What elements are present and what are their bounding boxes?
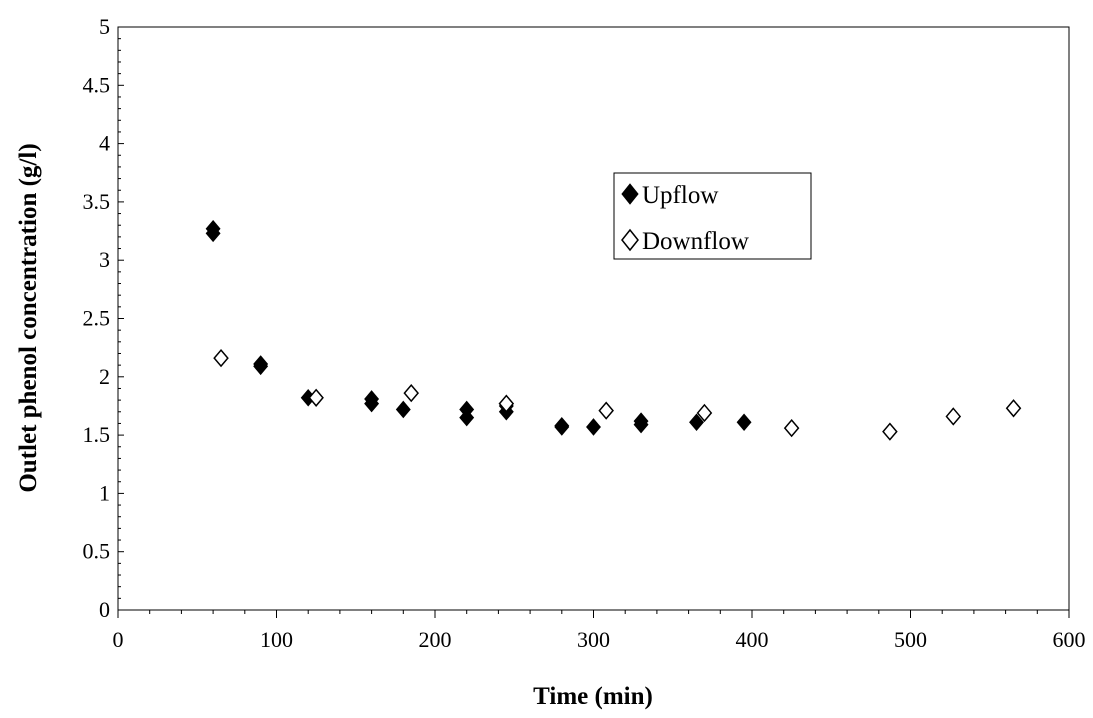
upflow-point xyxy=(633,415,649,434)
y-tick-label: 0 xyxy=(99,597,110,622)
y-tick-label: 1 xyxy=(99,480,110,505)
y-tick-label: 2.5 xyxy=(83,306,111,331)
x-axis-title: Time (min) xyxy=(533,683,653,710)
upflow-point xyxy=(395,400,411,419)
x-tick-label: 400 xyxy=(736,627,769,652)
downflow-point xyxy=(1005,399,1022,418)
x-tick-label: 500 xyxy=(894,627,927,652)
legend-upflow-label: Upflow xyxy=(642,182,718,209)
y-tick-label: 3 xyxy=(99,247,110,272)
x-tick-label: 600 xyxy=(1053,627,1086,652)
legend-downflow-label: Downflow xyxy=(642,228,749,255)
downflow-point xyxy=(882,422,898,441)
plot-area xyxy=(117,26,1070,611)
upflow-point xyxy=(364,394,380,413)
downflow-point xyxy=(308,388,324,407)
y-tick-label: 5 xyxy=(99,14,110,39)
downflow-point xyxy=(598,401,614,420)
y-tick-label: 4.5 xyxy=(83,72,111,97)
x-tick-label: 100 xyxy=(260,627,293,652)
upflow-point xyxy=(253,357,269,376)
x-tick-label: 200 xyxy=(419,627,452,652)
downflow-point xyxy=(945,407,962,426)
downflow-point xyxy=(498,394,515,413)
upflow-point xyxy=(586,418,601,436)
y-tick-label: 3.5 xyxy=(83,189,111,214)
upflow-point xyxy=(205,224,221,243)
data-markers xyxy=(205,219,1022,441)
x-tick-label: 300 xyxy=(577,627,610,652)
downflow-point xyxy=(213,348,229,368)
y-tick-label: 1.5 xyxy=(83,422,111,447)
upflow-point xyxy=(554,418,570,436)
y-axis-ticks: 0 0.5 1 1.5 2 2.5 3 3.5 4 4.5 5 xyxy=(83,14,124,622)
upflow-point xyxy=(459,408,475,427)
y-tick-label: 0.5 xyxy=(83,539,111,564)
legend: Upflow Downflow xyxy=(613,172,812,260)
legend-downflow-marker xyxy=(621,228,639,252)
x-tick-label: 0 xyxy=(113,627,124,652)
legend-upflow-marker xyxy=(621,183,639,205)
y-tick-label: 4 xyxy=(99,131,110,156)
y-tick-label: 2 xyxy=(99,364,110,389)
downflow-point xyxy=(783,418,800,438)
y-axis-title: Outlet phenol concentration (g/l) xyxy=(15,143,42,492)
downflow-point xyxy=(403,383,420,403)
x-axis-ticks: 0 100 200 300 400 500 600 xyxy=(113,610,1086,652)
downflow-point xyxy=(696,403,713,423)
upflow-point xyxy=(689,413,704,432)
legend-box xyxy=(613,172,812,260)
upflow-point xyxy=(736,413,752,432)
